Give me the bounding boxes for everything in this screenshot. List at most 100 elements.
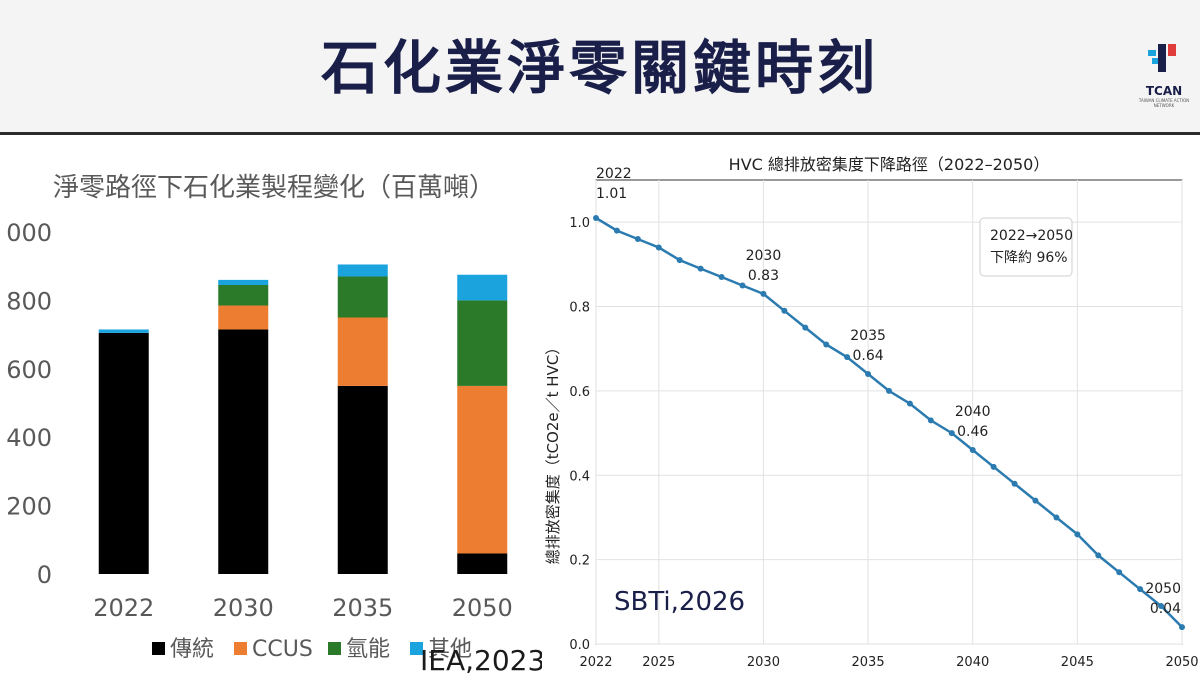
line-chart: 2022 2025 2030 2035 2040 2045 2050 0.0 0.2 0.4 0.6… <box>544 155 1199 670</box>
x-tick-label: 2040 <box>956 655 989 670</box>
bar-chart-title: 淨零路徑下石化業製程變化（百萬噸） <box>53 173 495 203</box>
annotation-year: 2030 <box>746 248 782 264</box>
data-point <box>1137 586 1144 593</box>
data-point <box>844 354 851 361</box>
data-point <box>927 417 934 424</box>
data-point <box>906 400 913 407</box>
y-tick-label: 200 <box>6 493 52 521</box>
bar-segment <box>98 329 149 333</box>
data-point <box>1011 480 1018 487</box>
y-tick-label: 1.0 <box>569 216 590 231</box>
data-point <box>1074 531 1081 538</box>
annotation-value: 1.01 <box>596 186 627 202</box>
bar-segment <box>457 553 508 574</box>
y-tick-label: 0.4 <box>569 469 590 484</box>
data-point <box>1158 603 1165 610</box>
textbox-line2: 下降約 96% <box>990 250 1068 266</box>
data-point <box>886 387 892 394</box>
bar-segment <box>457 300 508 386</box>
logo-subtext: TAIWAN CLIMATE ACTION NETWORK <box>1138 98 1190 108</box>
line-chart-panel: 2022 2025 2030 2035 2040 2045 2050 0.0 0.2 0.4 0.6… <box>542 140 1200 688</box>
tcan-logo: TCAN TAIWAN CLIMATE ACTION NETWORK <box>1138 40 1190 135</box>
x-tick-label: 2030 <box>213 594 274 622</box>
stacked-bar-chart: 淨零路徑下石化業製程變化（百萬噸） 0 200 400 600 800 1000 2022 20… <box>0 173 545 677</box>
textbox-line1: 2022→2050 <box>990 228 1073 244</box>
data-point <box>823 341 830 348</box>
bar-segment <box>218 285 269 306</box>
legend-label: 其他 <box>428 637 472 662</box>
y-tick-label: 0 <box>37 561 52 589</box>
y-tick-label: 0.0 <box>569 638 590 653</box>
x-tick-label: 2025 <box>642 655 675 670</box>
annotation-year: 2050 <box>1145 581 1181 597</box>
y-tick-label: 400 <box>6 424 52 452</box>
data-point <box>1095 552 1102 559</box>
legend-swatch <box>234 642 247 655</box>
data-point <box>1179 624 1185 631</box>
data-point <box>1032 497 1039 504</box>
x-tick-label: 2035 <box>332 594 393 622</box>
bar-segment <box>218 329 269 574</box>
annotation-year: 2035 <box>850 328 886 344</box>
bar-segment <box>98 332 149 574</box>
data-point <box>781 307 788 314</box>
line-chart-title: HVC 總排放密集度下降路徑（2022–2050） <box>729 155 1050 174</box>
data-point <box>613 227 620 234</box>
bar-segment <box>218 279 269 286</box>
data-point <box>865 371 872 378</box>
data-point <box>718 274 725 281</box>
line-chart-source: SBTi,2026 <box>614 587 745 617</box>
plot-frame <box>595 179 1183 645</box>
bar-segment <box>457 385 508 554</box>
data-point <box>655 244 662 251</box>
y-tick-label: 800 <box>6 287 52 315</box>
y-tick-label: 600 <box>6 356 52 384</box>
bar-segment <box>337 385 388 574</box>
data-point <box>1116 569 1123 576</box>
data-point <box>760 290 767 297</box>
annotation-value: 0.04 <box>1150 601 1181 617</box>
y-tick-label: 0.6 <box>569 385 590 400</box>
bar-segment <box>457 274 508 301</box>
logo-text: TCAN <box>1145 84 1183 98</box>
x-tick-label: 2022 <box>93 594 154 622</box>
bar-chart-source: IEA,2023 <box>420 644 542 677</box>
legend-label: CCUS <box>252 637 313 662</box>
data-point <box>697 265 704 272</box>
annotation-year: 2040 <box>955 404 991 420</box>
data-point <box>990 463 997 470</box>
data-point <box>593 214 599 221</box>
x-tick-label: 2035 <box>852 655 885 670</box>
tcan-logo-icon <box>1148 44 1176 72</box>
header-divider <box>0 132 1200 135</box>
y-tick-label: 0.2 <box>569 554 590 569</box>
slide-title: 石化業淨零關鍵時刻 <box>320 34 879 102</box>
x-tick-label: 2045 <box>1061 655 1094 670</box>
data-point <box>948 430 955 437</box>
bar-segment <box>337 264 388 277</box>
legend-swatch <box>410 642 423 655</box>
annotation-year: 2022 <box>596 166 632 182</box>
annotation-value: 0.46 <box>957 424 988 440</box>
data-point <box>739 282 746 289</box>
bar-segment <box>218 305 269 330</box>
annotation-value: 0.64 <box>852 348 883 364</box>
bar-chart-panel: 淨零路徑下石化業製程變化（百萬噸） 0 200 400 600 800 1000 2022 20… <box>0 144 545 684</box>
x-tick-label: 2030 <box>747 655 780 670</box>
x-tick-label: 2050 <box>452 594 513 622</box>
data-point <box>1053 514 1060 521</box>
legend-swatch <box>152 642 165 655</box>
bar-segment <box>337 317 388 386</box>
data-point <box>676 257 683 264</box>
legend-label: 傳統 <box>170 637 214 662</box>
bar-segment <box>337 276 388 318</box>
x-tick-label: 2050 <box>1165 655 1198 670</box>
y-tick-label: 0.8 <box>569 301 590 316</box>
data-point <box>969 446 976 453</box>
y-axis-label: 總排放密集度（tCO2e／t HVC） <box>544 340 562 565</box>
legend-label: 氫能 <box>346 637 390 662</box>
legend-swatch <box>328 642 341 655</box>
annotation-value: 0.83 <box>748 268 779 284</box>
x-tick-label: 2022 <box>579 655 612 670</box>
data-point <box>634 236 641 243</box>
